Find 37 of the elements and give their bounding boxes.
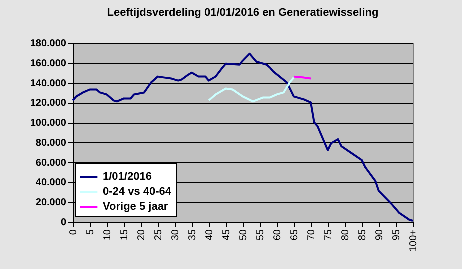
x-tick-label: 90 [374, 229, 386, 241]
x-tick-label: 95 [392, 229, 402, 241]
x-tick-label: 30 [170, 229, 182, 241]
y-tick-label: 60.000 [36, 158, 67, 169]
x-tick-label: 5 [86, 229, 96, 236]
line-series [208, 76, 295, 103]
y-tick-label: 20.000 [36, 198, 67, 209]
legend-label: 1/01/2016 [103, 171, 152, 183]
x-tick-label: 55 [256, 229, 266, 241]
x-tick-label: 35 [188, 229, 198, 241]
x-tick-label: 15 [120, 229, 130, 241]
x-tick-label: 60 [272, 229, 284, 241]
chart-title: Leeftijdsverdeling 01/01/2016 en Generatiewisseling [107, 7, 379, 19]
legend-label: 0-24 vs 40-64 [103, 186, 172, 198]
x-tick-label: 45 [222, 229, 232, 241]
y-tick-label: 100.000 [30, 118, 67, 130]
x-tick-label: 25 [154, 229, 164, 241]
x-tick-label: 0 [68, 229, 80, 236]
x-tick-label: 10 [102, 229, 114, 241]
x-tick-label: 75 [324, 229, 334, 241]
y-tick-label: 180.000 [30, 38, 67, 50]
y-tick-label: 140.000 [30, 78, 67, 90]
y-tick-label: 40.000 [36, 178, 67, 189]
y-tick-label: 80.000 [36, 138, 67, 149]
y-tick-label: 120.000 [30, 98, 67, 110]
x-tick-label: 40 [204, 229, 216, 241]
x-tick-label: 85 [358, 229, 368, 241]
x-tick-label: 20 [136, 229, 148, 241]
x-tick-label: 50 [238, 229, 250, 241]
x-tick-label: 65 [290, 229, 300, 241]
y-tick-label: 0 [60, 218, 67, 228]
line-series [72, 52, 414, 222]
x-tick-label: 70 [306, 229, 318, 241]
legend-label: Vorige 5 jaar [103, 201, 169, 213]
x-tick-label: 80 [340, 229, 352, 241]
x-tick-label: 100+ [408, 229, 420, 252]
y-tick-label: 160.000 [30, 58, 67, 70]
